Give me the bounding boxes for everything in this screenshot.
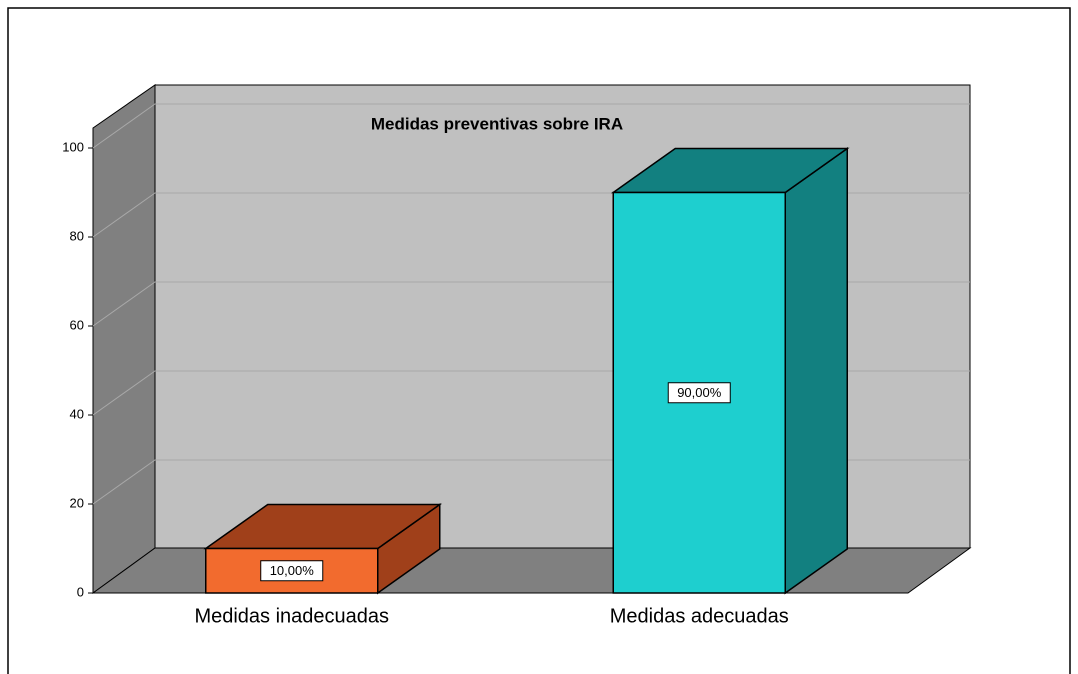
side-wall <box>92 84 156 594</box>
data-label-box <box>260 560 324 582</box>
grid-line <box>92 103 970 149</box>
y-tick-label: 60 <box>70 317 84 332</box>
chart-title: Medidas preventivas sobre IRA <box>371 114 623 133</box>
y-tick-label: 40 <box>70 406 84 421</box>
y-tick-label: 80 <box>70 228 84 243</box>
data-label: 10,00% <box>270 563 315 578</box>
x-tick-label: Medidas adecuadas <box>610 605 789 627</box>
bar-side <box>784 147 848 595</box>
y-tick-label: 20 <box>70 495 84 510</box>
y-tick-label: 100 <box>62 139 84 154</box>
data-label: 90,00% <box>677 385 722 400</box>
x-tick-label: Medidas inadecuadas <box>194 605 389 627</box>
y-tick-label: 0 <box>77 584 84 599</box>
data-label-box <box>667 382 731 404</box>
